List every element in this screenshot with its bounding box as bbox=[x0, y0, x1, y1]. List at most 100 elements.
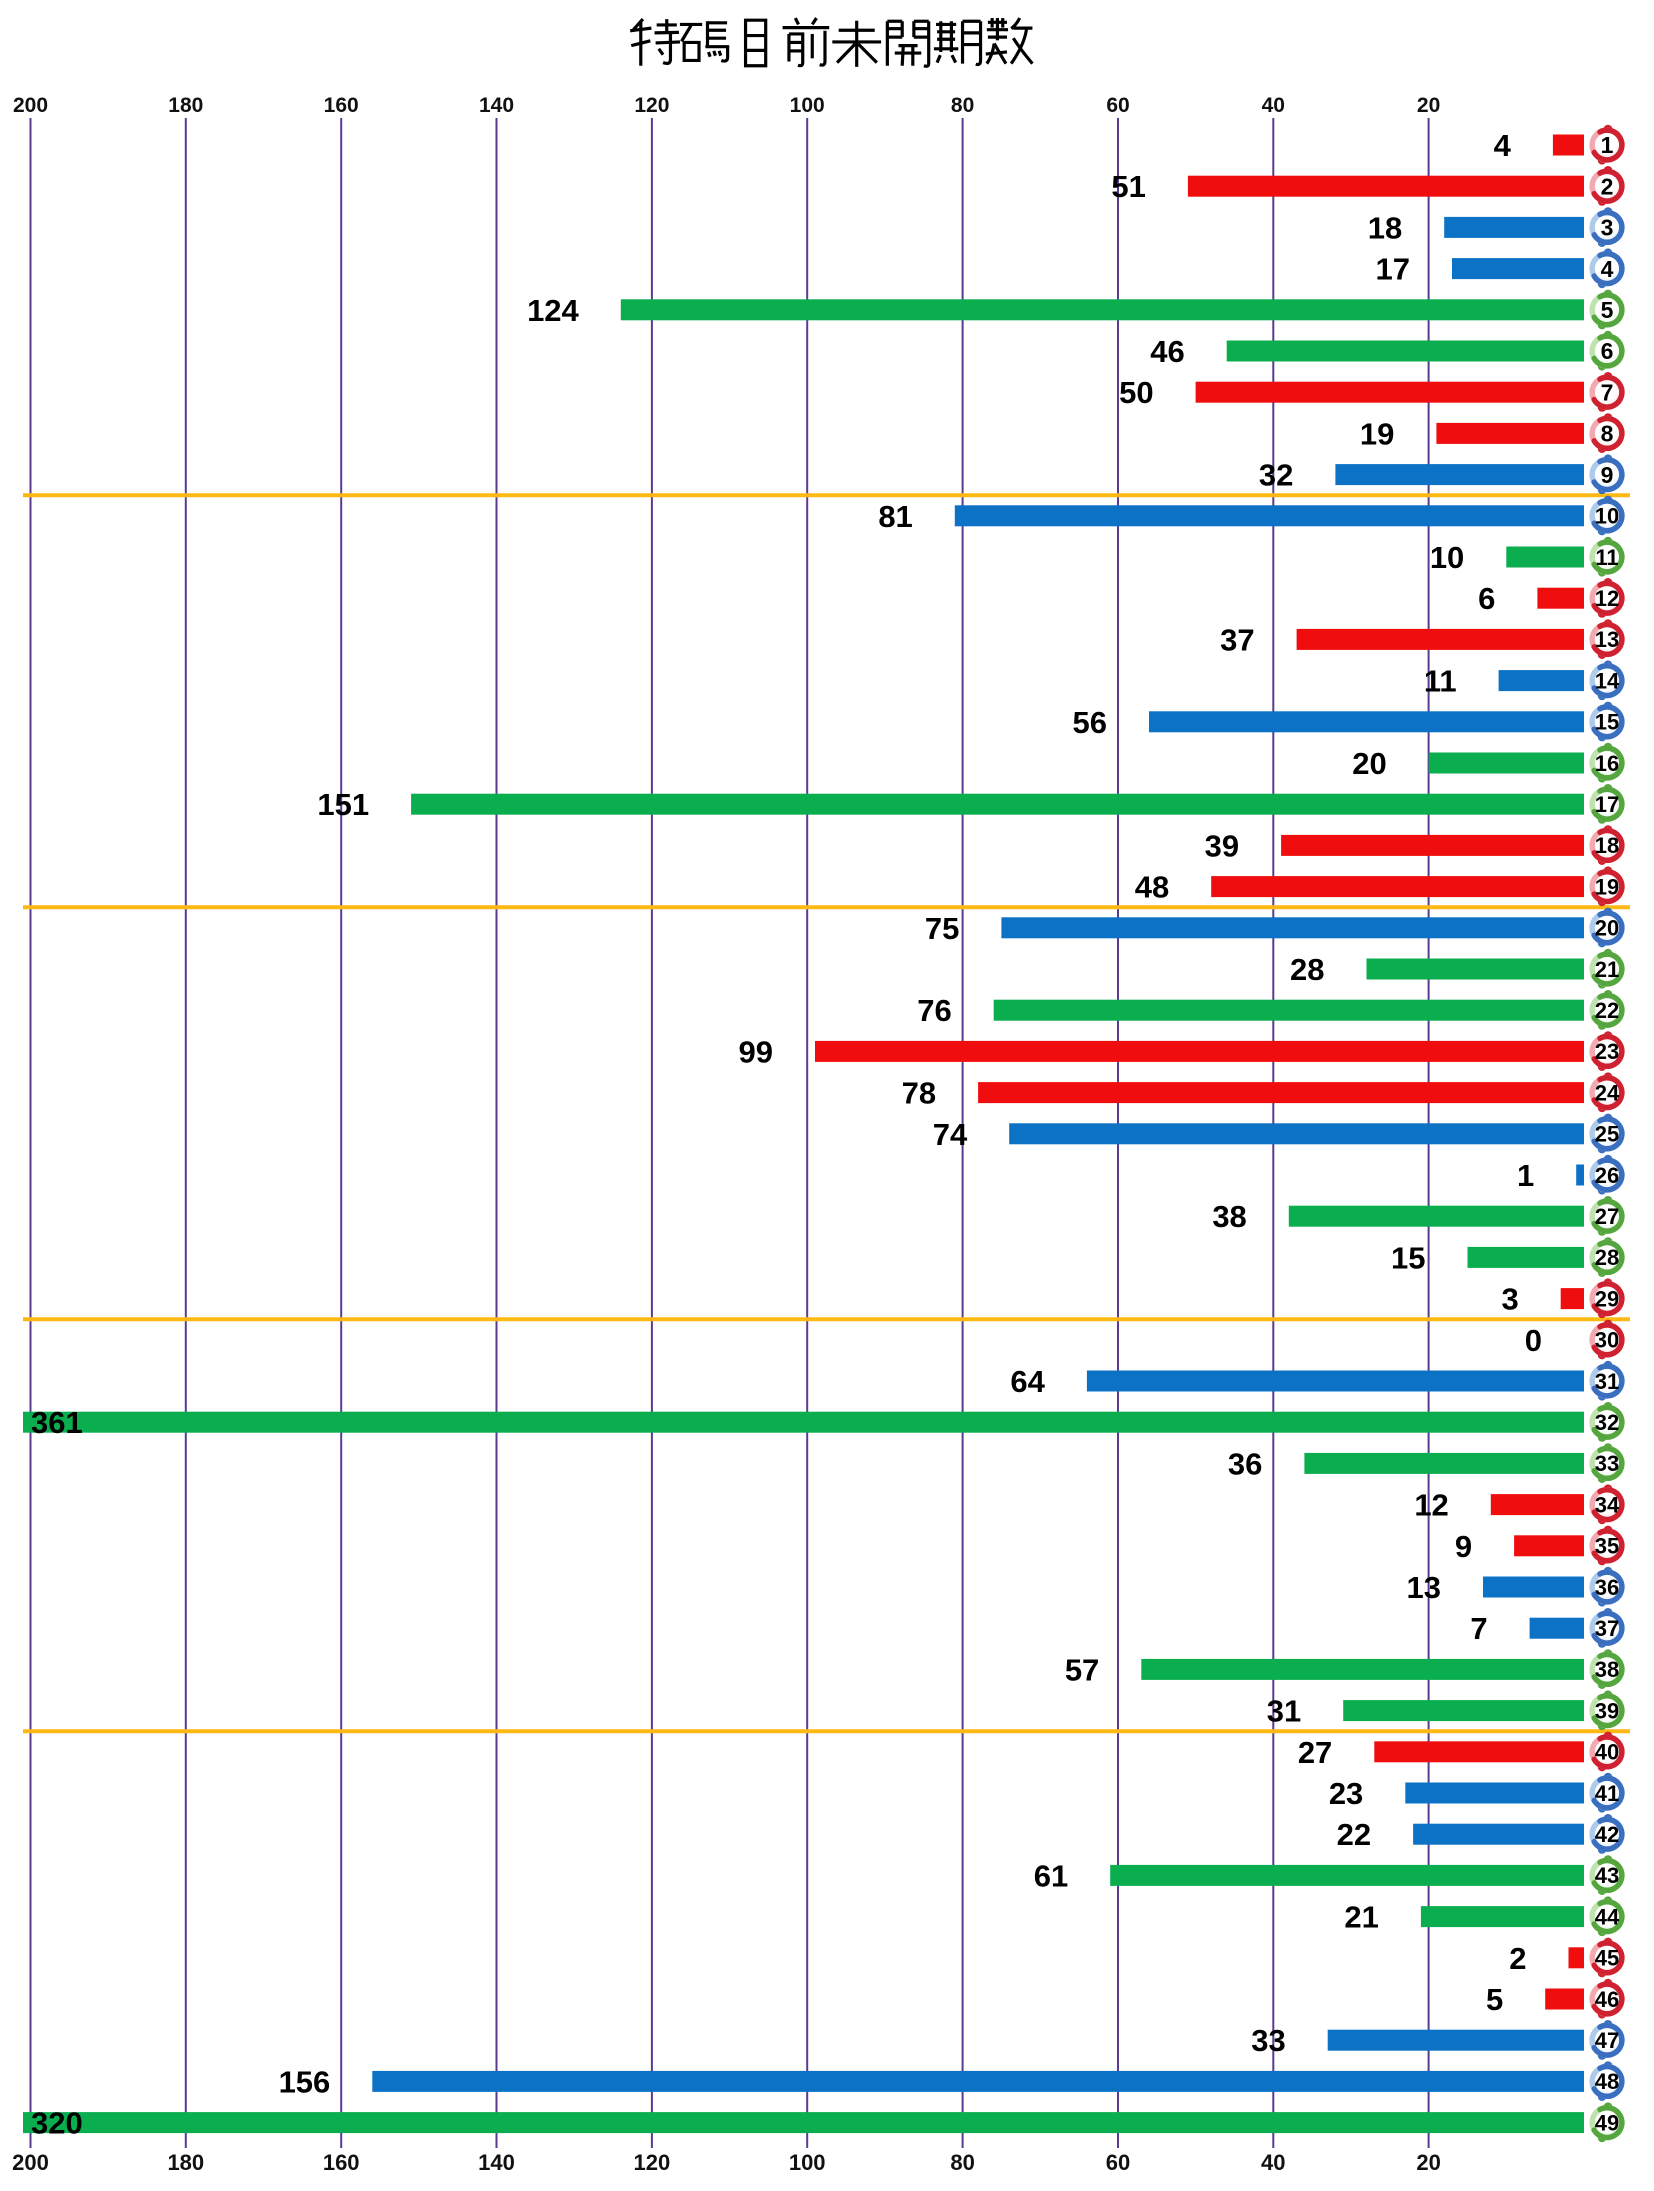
svg-text:200: 200 bbox=[13, 94, 48, 117]
svg-text:24: 24 bbox=[1595, 1080, 1620, 1105]
svg-text:31: 31 bbox=[1267, 1694, 1301, 1729]
svg-text:12: 12 bbox=[1595, 586, 1619, 611]
svg-text:39: 39 bbox=[1205, 828, 1239, 863]
svg-text:17: 17 bbox=[1376, 252, 1410, 287]
svg-text:2: 2 bbox=[1509, 1941, 1526, 1976]
svg-text:78: 78 bbox=[902, 1076, 936, 1111]
svg-text:21: 21 bbox=[1344, 1900, 1378, 1935]
svg-text:320: 320 bbox=[31, 2106, 83, 2141]
svg-text:42: 42 bbox=[1595, 1822, 1619, 1847]
svg-text:17: 17 bbox=[1595, 792, 1619, 817]
svg-text:5: 5 bbox=[1486, 1982, 1503, 2017]
svg-text:47: 47 bbox=[1595, 2028, 1619, 2053]
svg-text:43: 43 bbox=[1595, 1863, 1619, 1888]
svg-text:30: 30 bbox=[1595, 1328, 1619, 1353]
svg-text:16: 16 bbox=[1595, 751, 1619, 776]
svg-text:23: 23 bbox=[1595, 1039, 1619, 1064]
svg-text:3: 3 bbox=[1501, 1282, 1518, 1317]
svg-text:49: 49 bbox=[1595, 2110, 1619, 2135]
svg-text:12: 12 bbox=[1414, 1488, 1448, 1523]
svg-text:9: 9 bbox=[1455, 1529, 1472, 1564]
svg-text:29: 29 bbox=[1595, 1286, 1619, 1311]
svg-text:40: 40 bbox=[1595, 1740, 1619, 1765]
svg-text:7: 7 bbox=[1601, 379, 1614, 405]
svg-text:34: 34 bbox=[1595, 1492, 1620, 1517]
svg-text:40: 40 bbox=[1261, 2150, 1285, 2175]
svg-text:28: 28 bbox=[1595, 1245, 1619, 1270]
svg-text:99: 99 bbox=[739, 1034, 773, 1069]
svg-text:361: 361 bbox=[31, 1405, 83, 1440]
svg-text:160: 160 bbox=[324, 94, 359, 117]
svg-text:46: 46 bbox=[1595, 1987, 1619, 2012]
svg-text:160: 160 bbox=[323, 2150, 360, 2175]
svg-text:37: 37 bbox=[1595, 1616, 1619, 1641]
svg-text:13: 13 bbox=[1407, 1570, 1441, 1605]
svg-text:15: 15 bbox=[1595, 710, 1619, 735]
svg-text:80: 80 bbox=[951, 94, 974, 117]
svg-text:3: 3 bbox=[1601, 215, 1614, 241]
svg-text:32: 32 bbox=[1595, 1410, 1619, 1435]
svg-text:1: 1 bbox=[1601, 132, 1614, 158]
svg-text:27: 27 bbox=[1595, 1204, 1619, 1229]
svg-text:81: 81 bbox=[878, 499, 912, 534]
svg-text:37: 37 bbox=[1220, 622, 1254, 657]
svg-text:22: 22 bbox=[1595, 998, 1619, 1023]
svg-text:20: 20 bbox=[1352, 746, 1386, 781]
svg-text:38: 38 bbox=[1595, 1657, 1619, 1682]
svg-text:48: 48 bbox=[1595, 2069, 1619, 2094]
svg-text:4: 4 bbox=[1601, 256, 1614, 282]
svg-text:75: 75 bbox=[925, 911, 959, 946]
svg-text:11: 11 bbox=[1424, 664, 1457, 699]
svg-text:22: 22 bbox=[1337, 1817, 1371, 1852]
svg-text:51: 51 bbox=[1111, 169, 1145, 204]
svg-text:56: 56 bbox=[1073, 705, 1107, 740]
svg-text:41: 41 bbox=[1595, 1781, 1619, 1806]
svg-text:80: 80 bbox=[950, 2150, 974, 2175]
svg-text:6: 6 bbox=[1478, 581, 1495, 616]
svg-text:44: 44 bbox=[1595, 1904, 1620, 1929]
svg-text:25: 25 bbox=[1595, 1122, 1619, 1147]
svg-text:120: 120 bbox=[634, 94, 669, 117]
svg-text:19: 19 bbox=[1360, 416, 1394, 451]
svg-text:120: 120 bbox=[634, 2150, 671, 2175]
svg-text:1: 1 bbox=[1517, 1158, 1534, 1193]
svg-text:48: 48 bbox=[1135, 870, 1169, 905]
svg-text:20: 20 bbox=[1417, 94, 1440, 117]
svg-text:32: 32 bbox=[1259, 458, 1293, 493]
svg-text:18: 18 bbox=[1595, 833, 1619, 858]
svg-text:35: 35 bbox=[1595, 1534, 1619, 1559]
svg-text:36: 36 bbox=[1595, 1575, 1619, 1600]
svg-text:20: 20 bbox=[1416, 2150, 1440, 2175]
svg-text:64: 64 bbox=[1010, 1364, 1045, 1399]
svg-text:200: 200 bbox=[12, 2150, 49, 2175]
svg-text:33: 33 bbox=[1251, 2023, 1285, 2058]
svg-text:60: 60 bbox=[1106, 2150, 1130, 2175]
svg-text:46: 46 bbox=[1150, 334, 1184, 369]
svg-text:140: 140 bbox=[478, 2150, 515, 2175]
svg-text:36: 36 bbox=[1228, 1446, 1262, 1481]
svg-text:57: 57 bbox=[1065, 1652, 1099, 1687]
svg-text:50: 50 bbox=[1119, 375, 1153, 410]
svg-text:74: 74 bbox=[933, 1117, 968, 1152]
svg-text:180: 180 bbox=[168, 94, 203, 117]
svg-text:14: 14 bbox=[1595, 668, 1620, 693]
svg-text:151: 151 bbox=[317, 787, 369, 822]
svg-text:31: 31 bbox=[1595, 1369, 1619, 1394]
svg-text:10: 10 bbox=[1430, 540, 1464, 575]
svg-text:18: 18 bbox=[1368, 210, 1402, 245]
svg-text:140: 140 bbox=[479, 94, 514, 117]
svg-text:10: 10 bbox=[1595, 504, 1619, 529]
svg-text:45: 45 bbox=[1595, 1946, 1619, 1971]
svg-text:100: 100 bbox=[790, 94, 825, 117]
svg-text:40: 40 bbox=[1262, 94, 1285, 117]
svg-text:5: 5 bbox=[1601, 297, 1614, 323]
svg-text:19: 19 bbox=[1595, 874, 1619, 899]
svg-text:33: 33 bbox=[1595, 1451, 1619, 1476]
svg-text:61: 61 bbox=[1034, 1858, 1068, 1893]
svg-text:180: 180 bbox=[167, 2150, 204, 2175]
svg-text:124: 124 bbox=[527, 293, 579, 328]
svg-text:8: 8 bbox=[1601, 421, 1614, 447]
svg-text:27: 27 bbox=[1298, 1735, 1332, 1770]
svg-text:6: 6 bbox=[1601, 338, 1614, 364]
svg-text:39: 39 bbox=[1595, 1698, 1619, 1723]
